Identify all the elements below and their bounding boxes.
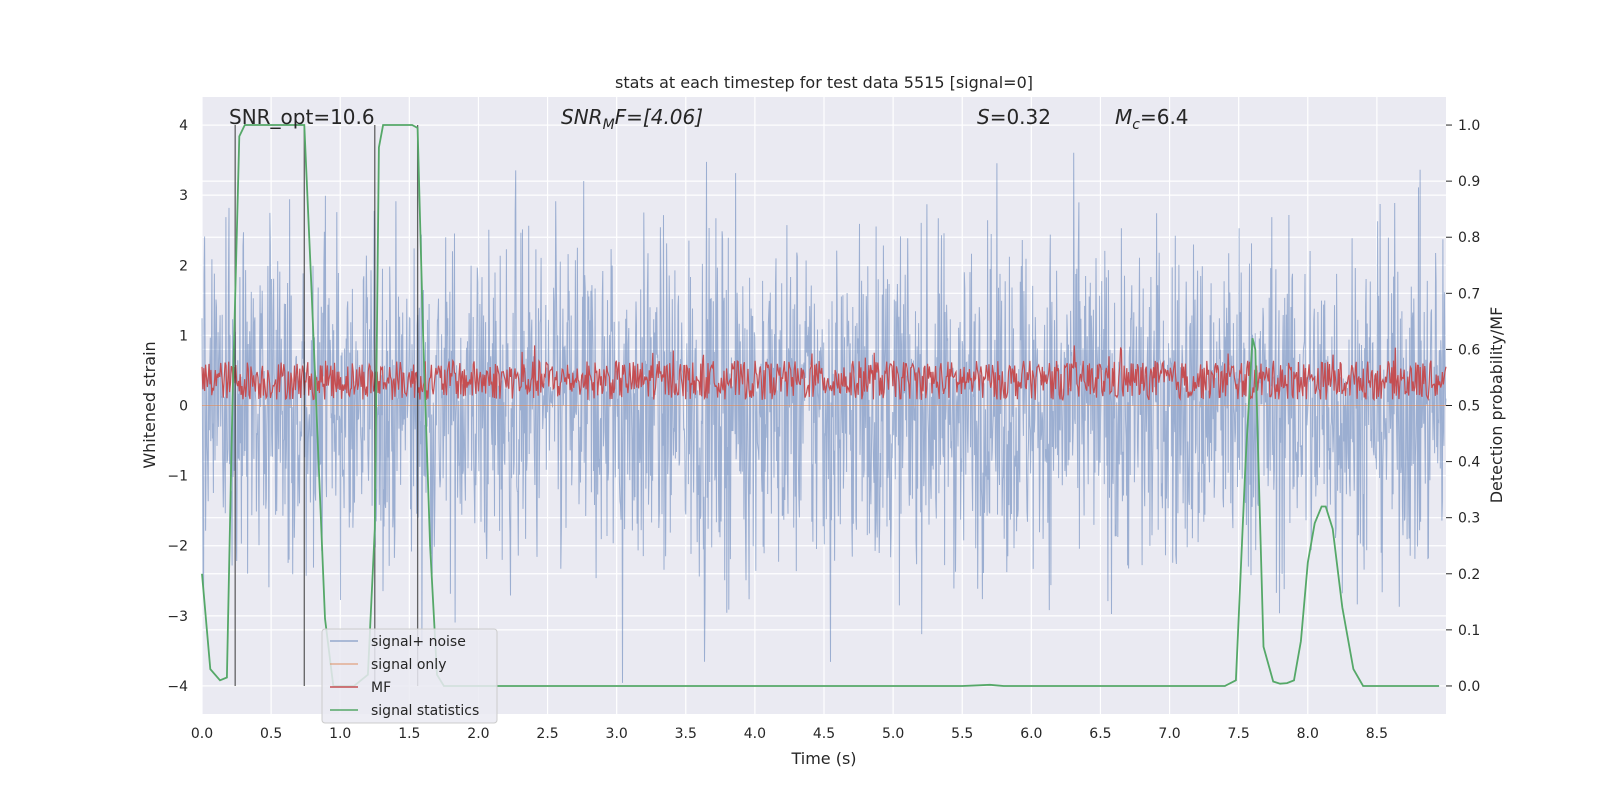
x-tick-label: 4.5 — [813, 726, 835, 742]
mc-subscript: c — [1132, 117, 1140, 133]
x-tick-label: 1.0 — [329, 726, 351, 742]
mc-symbol: M — [1115, 105, 1132, 129]
s-symbol: S — [977, 105, 990, 129]
series-signal-noise — [201, 152, 1447, 683]
right-axis-label: Detection probability/MF — [1487, 307, 1506, 504]
y-tick-label: 2 — [179, 258, 188, 274]
x-tick-label: 7.0 — [1158, 726, 1180, 742]
right-tick-label: 0.1 — [1458, 623, 1480, 639]
x-tick-label: 8.5 — [1366, 726, 1388, 742]
right-tick-label: 0.8 — [1458, 230, 1480, 246]
snr-mf-subscript: M — [603, 117, 615, 133]
legend: signal+ noise signal only MF signal stat… — [321, 628, 498, 724]
y-tick-label: 3 — [179, 188, 188, 204]
legend-label-mf: MF — [371, 680, 391, 696]
annotation-snr-mf: SNRMF=[4.06] — [561, 105, 703, 133]
mc-value: =6.4 — [1140, 105, 1189, 129]
annotation-s: S=0.32 — [977, 105, 1051, 129]
x-tick-labels: 0.0 0.5 1.0 1.5 2.0 2.5 3.0 3.5 4.0 4.5 5.0 5.5 6.0 6… — [191, 726, 1388, 742]
mf-trace — [201, 345, 1447, 402]
x-tick-label: 5.5 — [951, 726, 973, 742]
x-axis-label: Time (s) — [790, 749, 856, 768]
series-mf — [201, 345, 1447, 402]
x-tick-label: 6.5 — [1089, 726, 1111, 742]
y-tick-label: −4 — [167, 679, 188, 695]
legend-label-noise: signal+ noise — [371, 634, 466, 650]
y-tick-label: 0 — [179, 399, 188, 415]
right-tick-label: 0.4 — [1458, 455, 1480, 471]
noise-trace — [201, 152, 1447, 683]
right-tick-label: 0.6 — [1458, 342, 1480, 358]
legend-label-signal: signal only — [371, 657, 446, 673]
y-tick-label: −2 — [167, 539, 188, 555]
vertical-markers — [234, 125, 419, 686]
x-tick-label: 3.5 — [675, 726, 697, 742]
x-tick-label: 3.0 — [606, 726, 628, 742]
x-tick-label: 2.0 — [467, 726, 489, 742]
y-axis-label: Whitened strain — [140, 341, 159, 468]
right-tick-label: 0.0 — [1458, 679, 1480, 695]
y-tick-label: 1 — [179, 328, 188, 344]
x-tick-label: 1.5 — [398, 726, 420, 742]
right-tick-label: 0.3 — [1458, 511, 1480, 527]
y-tick-label: 4 — [179, 118, 188, 134]
x-tick-label: 4.0 — [744, 726, 766, 742]
y-tick-label: −3 — [167, 609, 188, 625]
x-tick-label: 2.5 — [536, 726, 558, 742]
legend-box — [321, 628, 498, 724]
annotation-mc: Mc=6.4 — [1115, 105, 1189, 133]
y-tick-labels: −4 −3 −2 −1 0 1 2 3 4 — [167, 118, 188, 695]
snr-mf-value: F=[4.06] — [615, 105, 703, 129]
x-tick-label: 8.0 — [1297, 726, 1319, 742]
x-tick-label: 0.5 — [260, 726, 282, 742]
x-tick-label: 6.0 — [1020, 726, 1042, 742]
x-tick-label: 5.0 — [882, 726, 904, 742]
y-tick-label: −1 — [167, 469, 188, 485]
right-tick-label: 0.2 — [1458, 567, 1480, 583]
right-tick-labels: 0.0 0.1 0.2 0.3 0.4 0.5 0.6 0.7 0.8 0.9 1.0 — [1446, 118, 1480, 695]
annotation-snr-opt: SNR_opt=10.6 — [229, 105, 375, 129]
x-tick-label: 0.0 — [191, 726, 213, 742]
s-value: =0.32 — [990, 105, 1051, 129]
right-tick-label: 0.7 — [1458, 286, 1480, 302]
snr-mf-symbol: SNR — [561, 105, 603, 129]
right-tick-label: 1.0 — [1458, 118, 1480, 134]
x-tick-label: 7.5 — [1228, 726, 1250, 742]
legend-label-stats: signal statistics — [371, 703, 479, 719]
right-tick-label: 0.5 — [1458, 399, 1480, 415]
chart-title: stats at each timestep for test data 551… — [615, 73, 1033, 92]
right-tick-label: 0.9 — [1458, 174, 1480, 190]
